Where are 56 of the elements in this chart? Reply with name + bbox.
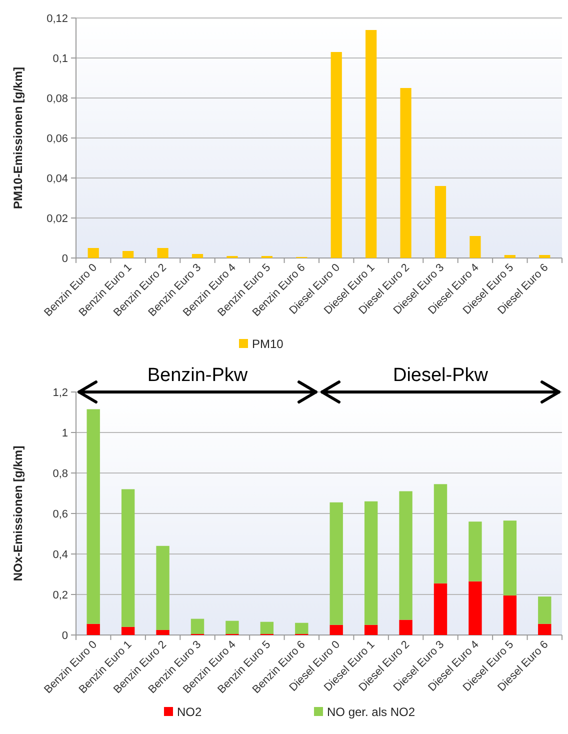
y-tick-label: 0,02 <box>46 212 68 225</box>
y-tick-label: 0 <box>62 252 68 265</box>
bar <box>364 501 378 625</box>
bar <box>157 248 168 258</box>
bar <box>364 624 378 635</box>
y-tick-label: 1,2 <box>52 386 68 399</box>
y-tick-label: 0,04 <box>46 172 68 185</box>
bar <box>190 618 204 634</box>
y-tick-label: 0,6 <box>52 508 68 520</box>
bar <box>503 520 517 596</box>
legend-label: NO2 <box>177 705 202 720</box>
bar <box>156 630 170 635</box>
y-axis-title: PM10-Emissionen [g/km] <box>11 66 25 210</box>
bar <box>192 254 204 258</box>
y-tick-label: 0,2 <box>52 589 68 602</box>
bar <box>434 186 446 258</box>
bar <box>260 622 274 634</box>
bar <box>330 502 343 625</box>
bar <box>400 88 412 258</box>
bar <box>121 626 135 635</box>
bar <box>399 620 412 635</box>
bar <box>295 622 308 634</box>
legend-label: PM10 <box>252 337 284 352</box>
bar <box>434 583 448 635</box>
bar <box>468 522 482 582</box>
y-tick-label: 0,12 <box>46 12 68 25</box>
bar <box>226 620 239 634</box>
y-tick-label: 1 <box>62 427 68 440</box>
y-tick-label: 0 <box>62 630 68 642</box>
bar <box>330 624 343 635</box>
y-tick-label: 0,8 <box>52 468 68 480</box>
legend-label: NO ger. als NO2 <box>327 705 416 720</box>
bar <box>468 581 482 635</box>
bar <box>86 624 100 635</box>
text: Diesel-Pkw <box>392 365 488 386</box>
bar <box>88 248 99 258</box>
bar <box>156 546 170 630</box>
y-tick-label: 0,06 <box>46 132 68 145</box>
y-tick-label: 0,08 <box>46 92 68 105</box>
bar <box>538 596 552 624</box>
bar <box>330 52 342 258</box>
bar <box>538 624 552 635</box>
bar <box>122 251 134 258</box>
bar <box>121 489 135 627</box>
bar <box>470 236 481 258</box>
text: Benzin-Pkw <box>147 365 248 386</box>
bar <box>366 30 377 258</box>
y-tick-label: 0,1 <box>52 52 68 65</box>
bar <box>503 596 517 635</box>
y-tick-label: 0,4 <box>52 548 68 561</box>
bar <box>504 255 516 258</box>
y-axis-title: NOx-Emissionen [g/km] <box>11 446 25 582</box>
bar <box>434 484 448 584</box>
bar <box>539 255 550 258</box>
bar <box>86 409 100 624</box>
bar <box>399 491 412 620</box>
